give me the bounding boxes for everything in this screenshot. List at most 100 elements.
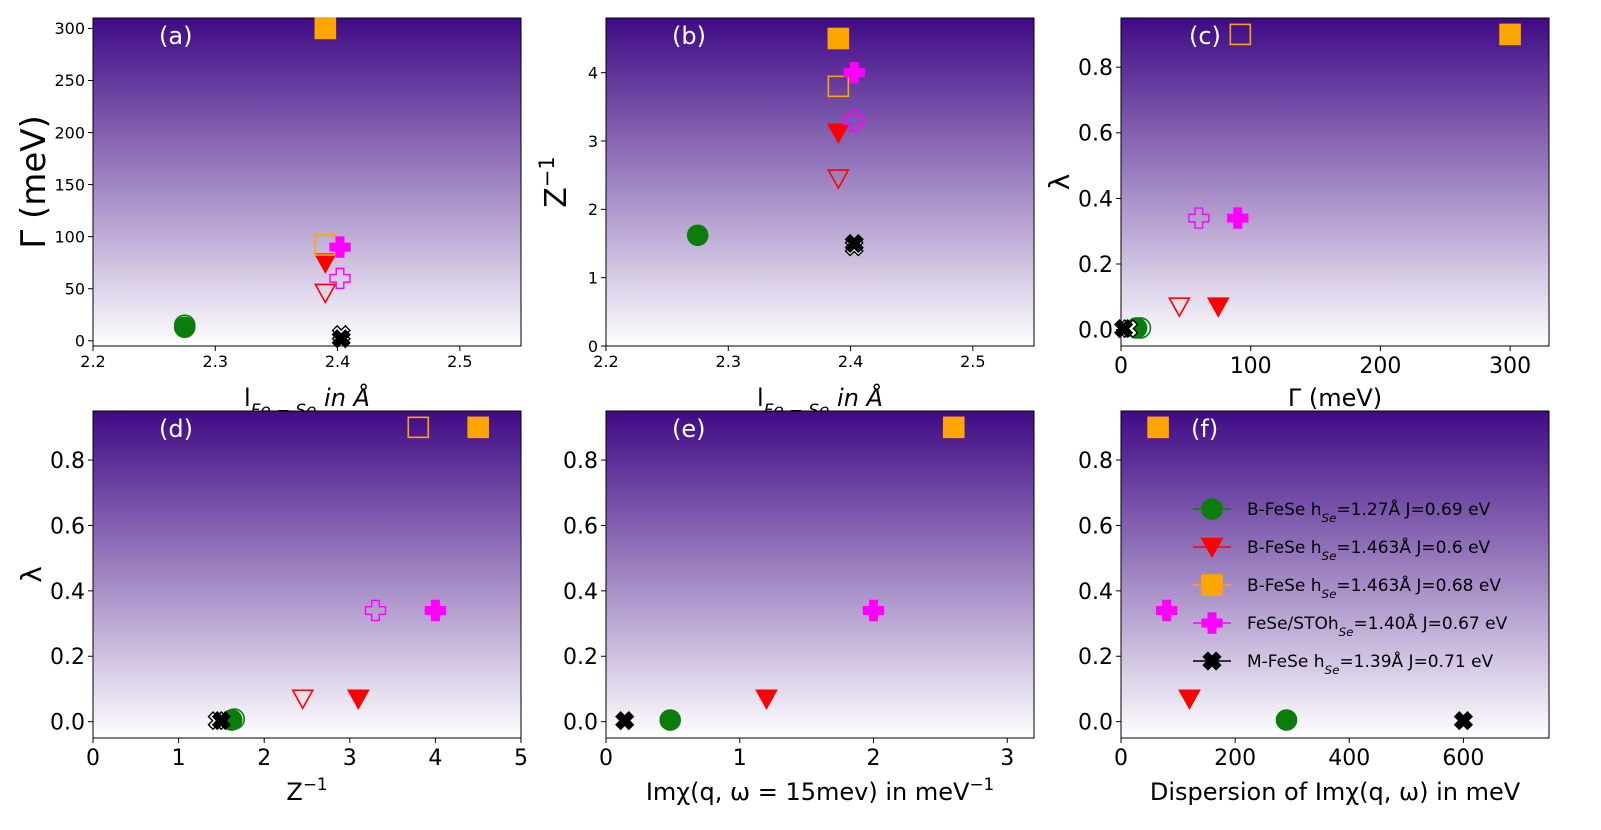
data-point-magenta-filled [1155,599,1178,622]
data-point-magenta-open [364,599,387,622]
data-point-black-filled [615,711,635,731]
x-tick-label: 1 [733,746,747,771]
x-tick-label: 3 [343,746,357,771]
y-tick-label: 0 [75,332,85,351]
data-point-orange-filled [1147,416,1169,439]
panel-label: (e) [672,415,706,443]
y-tick-label: 0.6 [50,514,85,539]
x-tick-label: 2.3 [203,352,228,371]
plot-background [1121,411,1549,738]
panel-label: (c) [1189,22,1221,50]
data-point-orange-open [827,75,850,98]
y-tick-label: 0 [588,337,598,356]
data-point-orange-filled [314,17,337,40]
legend-entry: FeSe/STOhSe=1.40Å J=0.67 eV [1247,612,1508,639]
y-tick-label: 200 [54,123,85,142]
y-axis-label: Γ (meV) [14,115,54,249]
x-axis-label: Γ (meV) [1288,384,1382,412]
y-tick-label: 150 [54,175,85,194]
x-tick-label: 0 [1114,354,1128,379]
panel-d: 0 1 2 3 4 5 0.0 0.2 0.4 0.6 0.8 (d) Z−1 λ [15,410,528,806]
data-point-red-open [1168,297,1191,318]
data-point-orange-filled [942,416,965,439]
y-tick-label: 0.4 [1078,187,1113,212]
x-tick-label: 400 [1328,746,1370,771]
x-tick-label: 0 [1114,746,1128,771]
y-tick-label: 0.6 [1078,122,1113,147]
y-tick-label: 0.4 [563,580,598,605]
data-point-black-filled [331,329,351,349]
data-point-magenta-filled [424,599,447,622]
x-tick-label: 200 [1214,746,1256,771]
y-tick-label: 0.6 [1078,514,1113,539]
data-point-green-filled [659,709,682,731]
panel-label: (b) [672,22,706,50]
legend-entry: M-FeSe hSe=1.39Å J=0.71 eV [1247,650,1494,677]
data-point-orange-filled [467,416,490,439]
panel-c: 0 100 200 300 0.0 0.2 0.4 0.6 0.8 (c) Γ (meV) λ [1043,17,1550,412]
x-tick-label: 5 [514,746,528,771]
y-tick-label: 100 [54,227,85,246]
data-point-magenta-filled [843,61,865,84]
x-tick-label: 2.4 [838,352,863,371]
plot-background [93,411,521,738]
x-tick-label: 2.3 [716,352,741,371]
y-tick-label: 0.6 [563,514,598,539]
x-tick-label: 1 [172,746,186,771]
data-point-green-filled [686,224,709,247]
panel-label: (d) [159,415,193,443]
y-tick-label: 0.2 [563,645,598,670]
y-tick-label: 0.8 [563,449,598,474]
plot-frame [92,410,522,739]
x-tick-label: 2 [257,746,271,771]
legend-marker-black [1202,651,1222,671]
plot-frame [605,17,1035,347]
data-point-magenta-filled [862,599,885,622]
legend-entry: B-FeSe hSe=1.27Å J=0.69 eV [1247,498,1491,525]
data-point-magenta-filled [1227,207,1249,229]
y-axis-label: Z−1 [535,156,574,208]
x-tick-label: 0 [86,746,100,771]
panel-label: (f) [1191,415,1218,443]
panel-label: (a) [159,22,192,50]
y-axis-label: λ [15,566,48,583]
y-tick-label: 0.0 [50,711,85,736]
data-point-red-filled [347,689,370,710]
plot-background [93,18,521,346]
data-point-red-open [826,169,850,190]
x-tick-label: 2.2 [80,352,105,371]
data-point-green-filled [1275,709,1298,731]
y-tick-label: 0.4 [50,580,85,605]
data-point-orange-filled [827,27,850,50]
legend: B-FeSe hSe=1.27Å J=0.69 eV B-FeSe hSe=1.4… [1193,498,1508,677]
plot-background [606,411,1034,738]
x-tick-label: 2.5 [447,352,472,371]
data-point-black-filled [211,711,232,731]
plot-background [606,18,1034,346]
legend-marker-orange [1201,574,1223,596]
data-point-red-filled [826,123,850,144]
y-tick-label: 0.2 [1078,253,1113,278]
x-axis-label: Z−1 [286,774,327,806]
x-tick-label: 3 [1000,746,1014,771]
plot-background [1121,18,1549,346]
y-tick-label: 0.8 [1078,449,1113,474]
data-point-magenta-open [1188,207,1210,229]
y-tick-label: 0.4 [1078,580,1113,605]
y-tick-label: 0.0 [1078,711,1113,736]
x-axis-label: Imχ(q, ω = 15mev) in meV−1 [646,774,994,806]
data-point-red-open [313,283,337,305]
data-point-magenta-filled [329,236,351,258]
legend-marker-green [1201,498,1223,520]
panel-e: 0 1 2 3 0.0 0.2 0.4 0.6 0.8 (e) Imχ(q, ω = 15mev) … [563,410,1035,806]
x-tick-label: 2.4 [325,352,350,371]
data-point-red-open [291,689,315,710]
y-tick-label: 1 [588,268,598,287]
legend-marker-magenta [1201,612,1223,634]
y-axis-label: λ [1043,174,1076,191]
x-tick-label: 300 [1489,354,1531,379]
plot-frame [1120,17,1550,347]
data-point-magenta-open [329,267,351,290]
